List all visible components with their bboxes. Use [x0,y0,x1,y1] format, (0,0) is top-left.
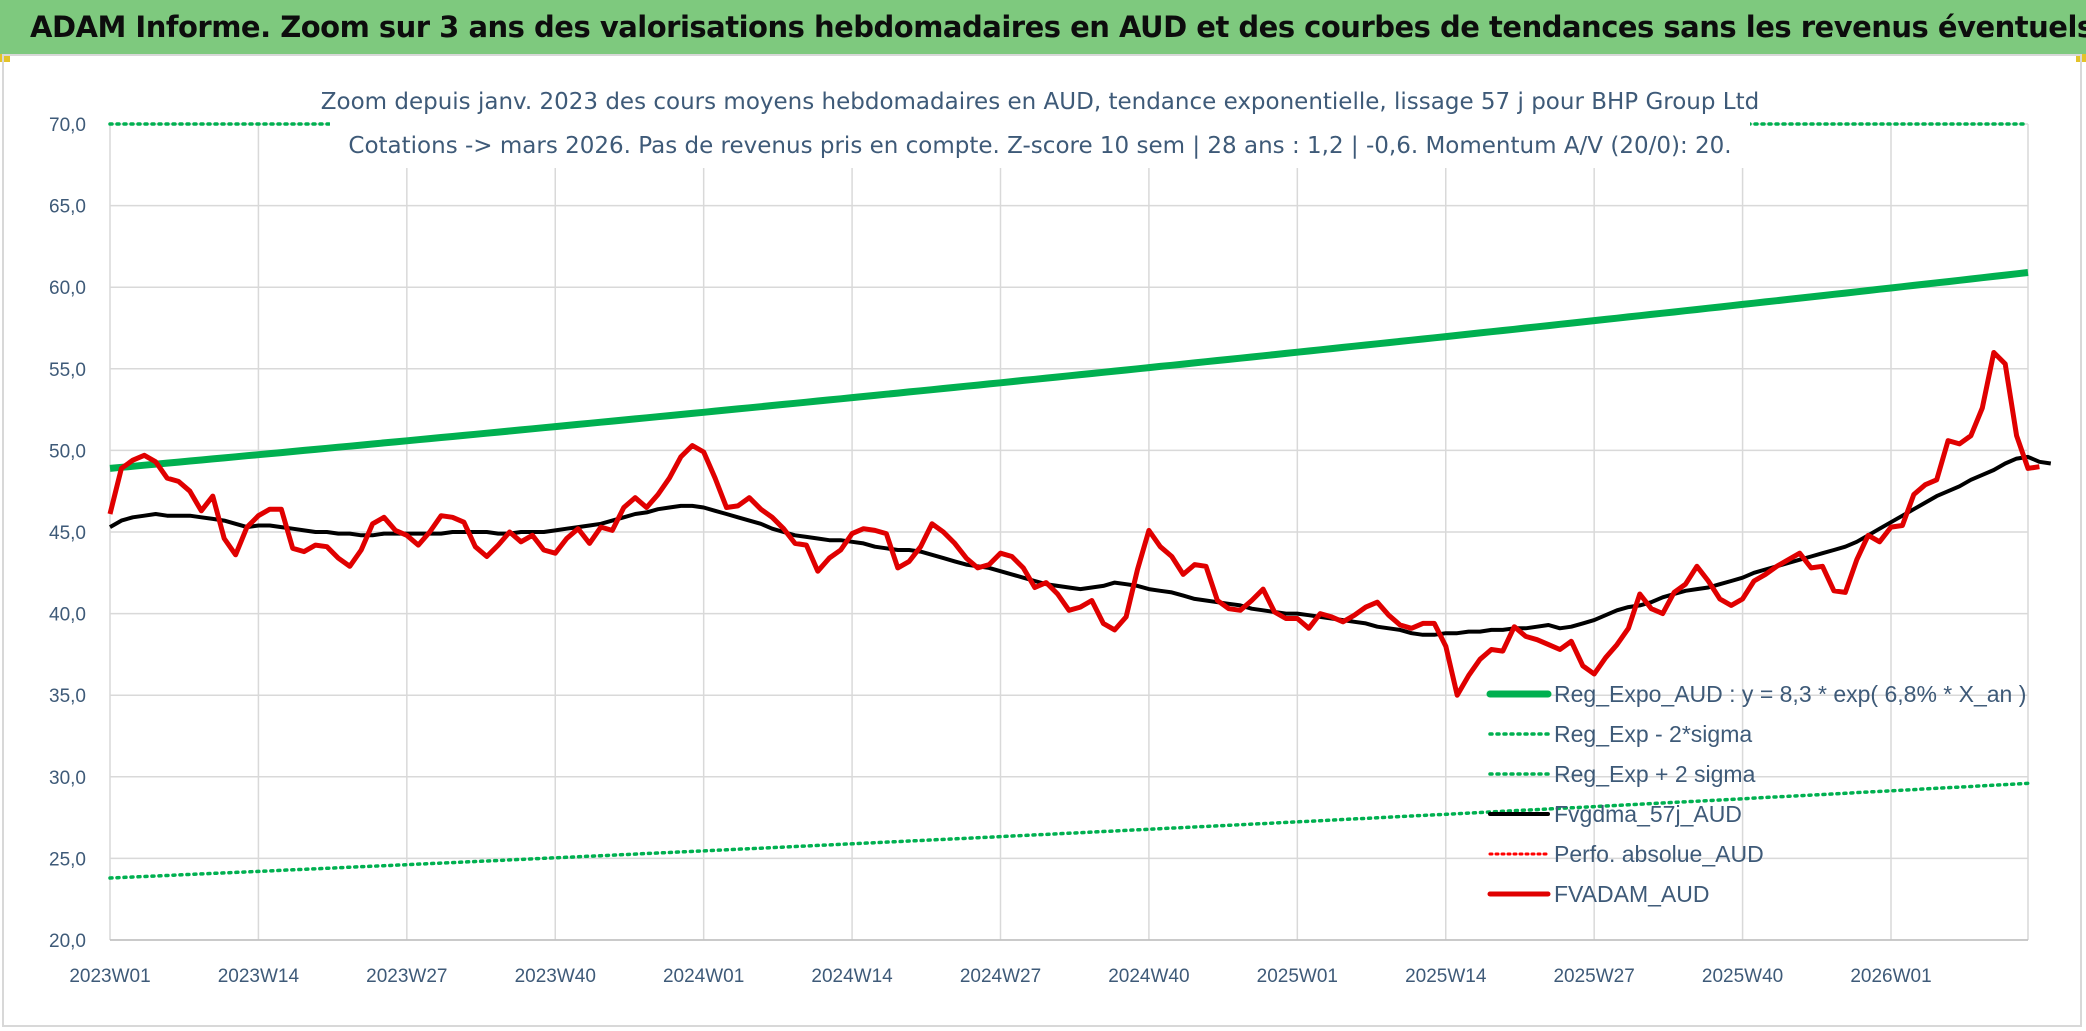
chart-legend: Reg_Expo_AUD : y = 8,3 * exp( 6,8% * X_a… [1486,681,2026,907]
y-tick-label: 20,0 [49,931,86,952]
x-tick-label: 2023W01 [69,966,150,987]
x-tick-label: 2024W27 [960,966,1041,987]
legend-label: Reg_Expo_AUD : y = 8,3 * exp( 6,8% * X_a… [1554,681,2026,707]
report-header: ADAM Informe. Zoom sur 3 ans des valoris… [0,0,2086,54]
y-tick-label: 65,0 [49,197,86,218]
x-tick-label: 2023W14 [218,966,300,987]
x-tick-label: 2025W14 [1405,966,1487,987]
legend-label: Reg_Exp + 2 sigma [1554,761,1756,787]
y-tick-label: 70,0 [49,115,86,136]
y-tick-label: 55,0 [49,360,86,381]
y-tick-label: 60,0 [49,278,86,299]
x-tick-label: 2026W01 [1850,966,1931,987]
y-axis-ticks: 70,0 65,0 60,0 55,0 50,0 45,0 40,0 35,0 30,0 25,0… [49,115,86,952]
series-fvgdma [109,454,2052,637]
left-edge-marker [0,54,10,62]
legend-label: Perfo. absolue_AUD [1554,841,1764,867]
x-axis-ticks: 2023W01 2023W14 2023W27 2023W40 2024W01 2024W… [69,966,1931,987]
y-tick-label: 40,0 [49,605,86,626]
y-tick-label: 25,0 [49,849,86,870]
y-tick-label: 45,0 [49,523,86,544]
series-reg-exp-minus-2sigma [108,781,2030,880]
y-tick-label: 35,0 [49,686,86,707]
x-tick-label: 2023W40 [515,966,596,987]
legend-label: Reg_Exp - 2*sigma [1554,721,1752,747]
x-tick-label: 2024W14 [811,966,893,987]
y-tick-label: 30,0 [49,768,86,789]
x-tick-label: 2025W40 [1702,966,1783,987]
x-tick-label: 2023W27 [366,966,447,987]
x-tick-label: 2025W27 [1553,966,1634,987]
subtitle-background [330,78,1750,168]
report-title: ADAM Informe. Zoom sur 3 ans des valoris… [30,10,2086,44]
chart-subtitle: Zoom depuis janv. 2023 des cours moyens … [321,78,1759,168]
series-reg-expo [109,269,2029,472]
chart-series [107,122,2052,880]
chart-frame [2,54,2082,1027]
subtitle-line-2: Cotations -> mars 2026. Pas de revenus p… [348,133,1731,159]
series-fvadam [107,350,2040,698]
legend-label: FVADAM_AUD [1554,881,1710,907]
x-tick-label: 2025W01 [1257,966,1338,987]
x-tick-label: 2024W01 [663,966,744,987]
y-tick-label: 50,0 [49,441,86,462]
legend-label: Fvgdma_57j_AUD [1554,801,1742,827]
subtitle-line-1: Zoom depuis janv. 2023 des cours moyens … [321,89,1759,115]
x-tick-label: 2024W40 [1108,966,1189,987]
